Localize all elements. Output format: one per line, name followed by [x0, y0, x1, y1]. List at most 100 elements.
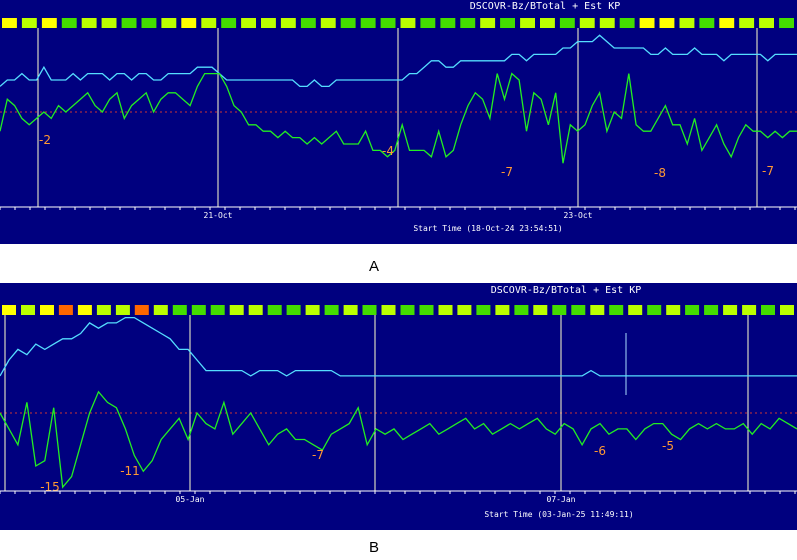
min-label: -7 — [312, 448, 324, 462]
kp-bar — [552, 305, 567, 315]
kp-bar — [400, 18, 416, 28]
kp-bar — [280, 18, 296, 28]
kp-bar — [495, 305, 510, 315]
btotal-line-a — [0, 34, 797, 88]
min-label: -15 — [40, 480, 60, 494]
kp-bar — [400, 305, 415, 315]
min-label: -7 — [762, 164, 774, 178]
kp-bar — [40, 305, 54, 315]
x-ticks-a — [0, 207, 796, 210]
kp-bar — [115, 305, 130, 315]
chart-panel-a: -2 -4 -7 -8 -7 DSCOVR-Bz/BTotal + Est KP 21-… — [0, 0, 797, 244]
kp-bar — [759, 18, 774, 28]
kp-bar — [609, 305, 624, 315]
kp-bar — [191, 305, 206, 315]
kp-bar — [742, 305, 757, 315]
kp-bar — [380, 18, 396, 28]
btotal-line-b — [0, 316, 797, 377]
kp-bar — [666, 305, 681, 315]
kp-bar — [420, 18, 436, 28]
kp-bar — [381, 305, 396, 315]
kp-bar — [599, 18, 615, 28]
kp-bar — [704, 305, 719, 315]
kp-bar — [590, 305, 605, 315]
kp-bar — [540, 18, 555, 28]
kp-bar — [286, 305, 301, 315]
kp-bar — [779, 18, 794, 28]
chart-svg-b: -15 -11 -7 -6 -5 DSCOVR-Bz/BTotal + Est KP 0… — [0, 285, 797, 519]
kp-bar — [153, 305, 168, 315]
kp-bars-b — [2, 305, 794, 315]
kp-bar — [533, 305, 548, 315]
kp-bar — [500, 18, 515, 28]
kp-bar — [343, 305, 358, 315]
kp-bar — [579, 18, 595, 28]
day-grid-b — [4, 315, 749, 491]
kp-bar — [267, 305, 282, 315]
panel-label-b: B — [369, 539, 380, 556]
day-label-b-0: 05-Jan — [176, 495, 205, 504]
kp-bar — [514, 305, 529, 315]
start-time-a: Start Time (18-Oct-24 23:54:51) — [413, 224, 562, 233]
kp-bar — [58, 305, 73, 315]
kp-bar — [362, 305, 377, 315]
min-label: -7 — [501, 165, 513, 179]
chart-title-a: DSCOVR-Bz/BTotal + Est KP — [470, 1, 621, 12]
min-label: -2 — [39, 133, 51, 147]
day-label-a-0: 21-Oct — [204, 211, 233, 220]
min-label: -4 — [382, 144, 394, 158]
kp-bar — [659, 18, 675, 28]
kp-bar — [628, 305, 643, 315]
kp-bar — [101, 18, 117, 28]
chart-svg-a: -2 -4 -7 -8 -7 DSCOVR-Bz/BTotal + Est KP 21-… — [0, 1, 797, 233]
kp-bar — [21, 305, 35, 315]
kp-bar — [685, 305, 700, 315]
kp-bar — [360, 18, 376, 28]
kp-bar — [201, 18, 217, 28]
kp-bar — [460, 18, 476, 28]
chart-panel-b: -15 -11 -7 -6 -5 DSCOVR-Bz/BTotal + Est KP 0… — [0, 283, 797, 530]
kp-bar — [141, 18, 157, 28]
kp-bar — [520, 18, 535, 28]
day-grid-a — [37, 28, 758, 207]
min-label: -8 — [654, 166, 666, 180]
kp-bar — [305, 305, 320, 315]
kp-bar — [121, 18, 137, 28]
min-label: -11 — [120, 464, 140, 478]
kp-bar — [440, 18, 456, 28]
kp-bar — [723, 305, 738, 315]
kp-bar — [161, 18, 177, 28]
kp-bar — [571, 305, 586, 315]
kp-bar — [134, 305, 149, 315]
kp-bar — [2, 18, 17, 28]
min-labels-b: -15 -11 -7 -6 -5 — [40, 439, 674, 494]
day-label-a-1: 23-Oct — [564, 211, 593, 220]
kp-bar — [2, 305, 16, 315]
kp-bar — [559, 18, 575, 28]
min-labels-a: -2 -4 -7 -8 -7 — [39, 133, 774, 180]
kp-bar — [639, 18, 655, 28]
kp-bar — [248, 305, 263, 315]
kp-bar — [324, 305, 339, 315]
kp-bar — [699, 18, 715, 28]
kp-bar — [210, 305, 225, 315]
min-label: -5 — [662, 439, 674, 453]
kp-bar — [81, 18, 97, 28]
kp-bar — [780, 305, 794, 315]
kp-bar — [739, 18, 755, 28]
kp-bar — [761, 305, 775, 315]
kp-bar — [172, 305, 187, 315]
kp-bar — [21, 18, 37, 28]
kp-bar — [261, 18, 276, 28]
kp-bar — [438, 305, 453, 315]
panel-label-a: A — [369, 258, 380, 275]
kp-bar — [77, 305, 92, 315]
kp-bar — [647, 305, 662, 315]
kp-bar — [419, 305, 434, 315]
day-label-b-1: 07-Jan — [547, 495, 576, 504]
kp-bar — [181, 18, 197, 28]
kp-bar — [61, 18, 77, 28]
kp-bar — [41, 18, 57, 28]
kp-bar — [300, 18, 316, 28]
kp-bar — [241, 18, 256, 28]
